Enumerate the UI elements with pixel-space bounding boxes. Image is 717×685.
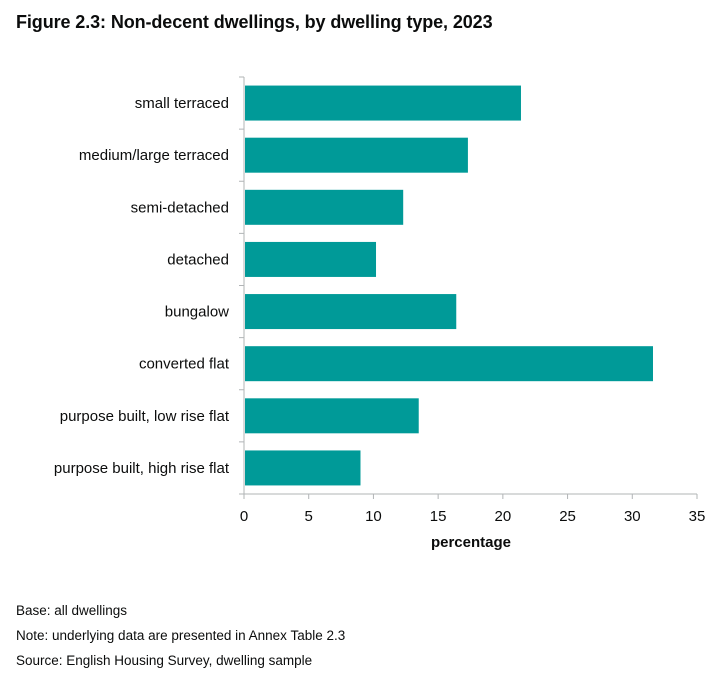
x-tick-label-10: 10	[365, 508, 382, 525]
x-tick-label-35: 35	[689, 508, 706, 525]
category-label-purpose-built-high-rise-flat: purpose built, high rise flat	[54, 460, 230, 477]
x-tick-label-15: 15	[430, 508, 447, 525]
x-tick-label-30: 30	[624, 508, 641, 525]
base-note: Base: all dwellings	[16, 603, 128, 618]
bar-chart: small terraced medium/large terraced semi-…	[54, 76, 706, 551]
x-ticks-group: 0 5 10 15 20 25 30 35	[239, 76, 706, 525]
category-label-medium-large-terraced: medium/large terraced	[79, 147, 229, 164]
bar-medium-large-terraced	[245, 137, 468, 173]
bar-converted-flat	[245, 346, 653, 382]
category-label-small-terraced: small terraced	[135, 95, 229, 112]
bar-purpose-built-low-rise-flat	[245, 398, 419, 434]
bar-purpose-built-high-rise-flat	[245, 450, 361, 486]
bar-small-terraced	[245, 85, 521, 121]
x-tick-label-5: 5	[305, 508, 313, 525]
category-label-converted-flat: converted flat	[139, 356, 230, 373]
bar-semi-detached	[245, 189, 404, 225]
category-label-bungalow: bungalow	[165, 304, 229, 321]
chart-title: Figure 2.3: Non-decent dwellings, by dwe…	[16, 12, 493, 32]
bar-bungalow	[245, 294, 457, 330]
x-axis-title: percentage	[431, 534, 511, 551]
category-label-detached: detached	[167, 251, 229, 268]
x-tick-label-25: 25	[559, 508, 576, 525]
category-label-semi-detached: semi-detached	[131, 199, 229, 216]
category-label-purpose-built-low-rise-flat: purpose built, low rise flat	[60, 408, 230, 425]
x-tick-label-0: 0	[240, 508, 248, 525]
category-labels-group: small terraced medium/large terraced semi-…	[54, 95, 230, 477]
bars-group	[245, 85, 653, 486]
annex-note: Note: underlying data are presented in A…	[16, 628, 346, 643]
source-note: Source: English Housing Survey, dwelling…	[16, 653, 313, 668]
x-tick-label-20: 20	[495, 508, 512, 525]
footnotes: Base: all dwellings Note: underlying dat…	[16, 598, 345, 673]
bar-detached	[245, 241, 377, 277]
